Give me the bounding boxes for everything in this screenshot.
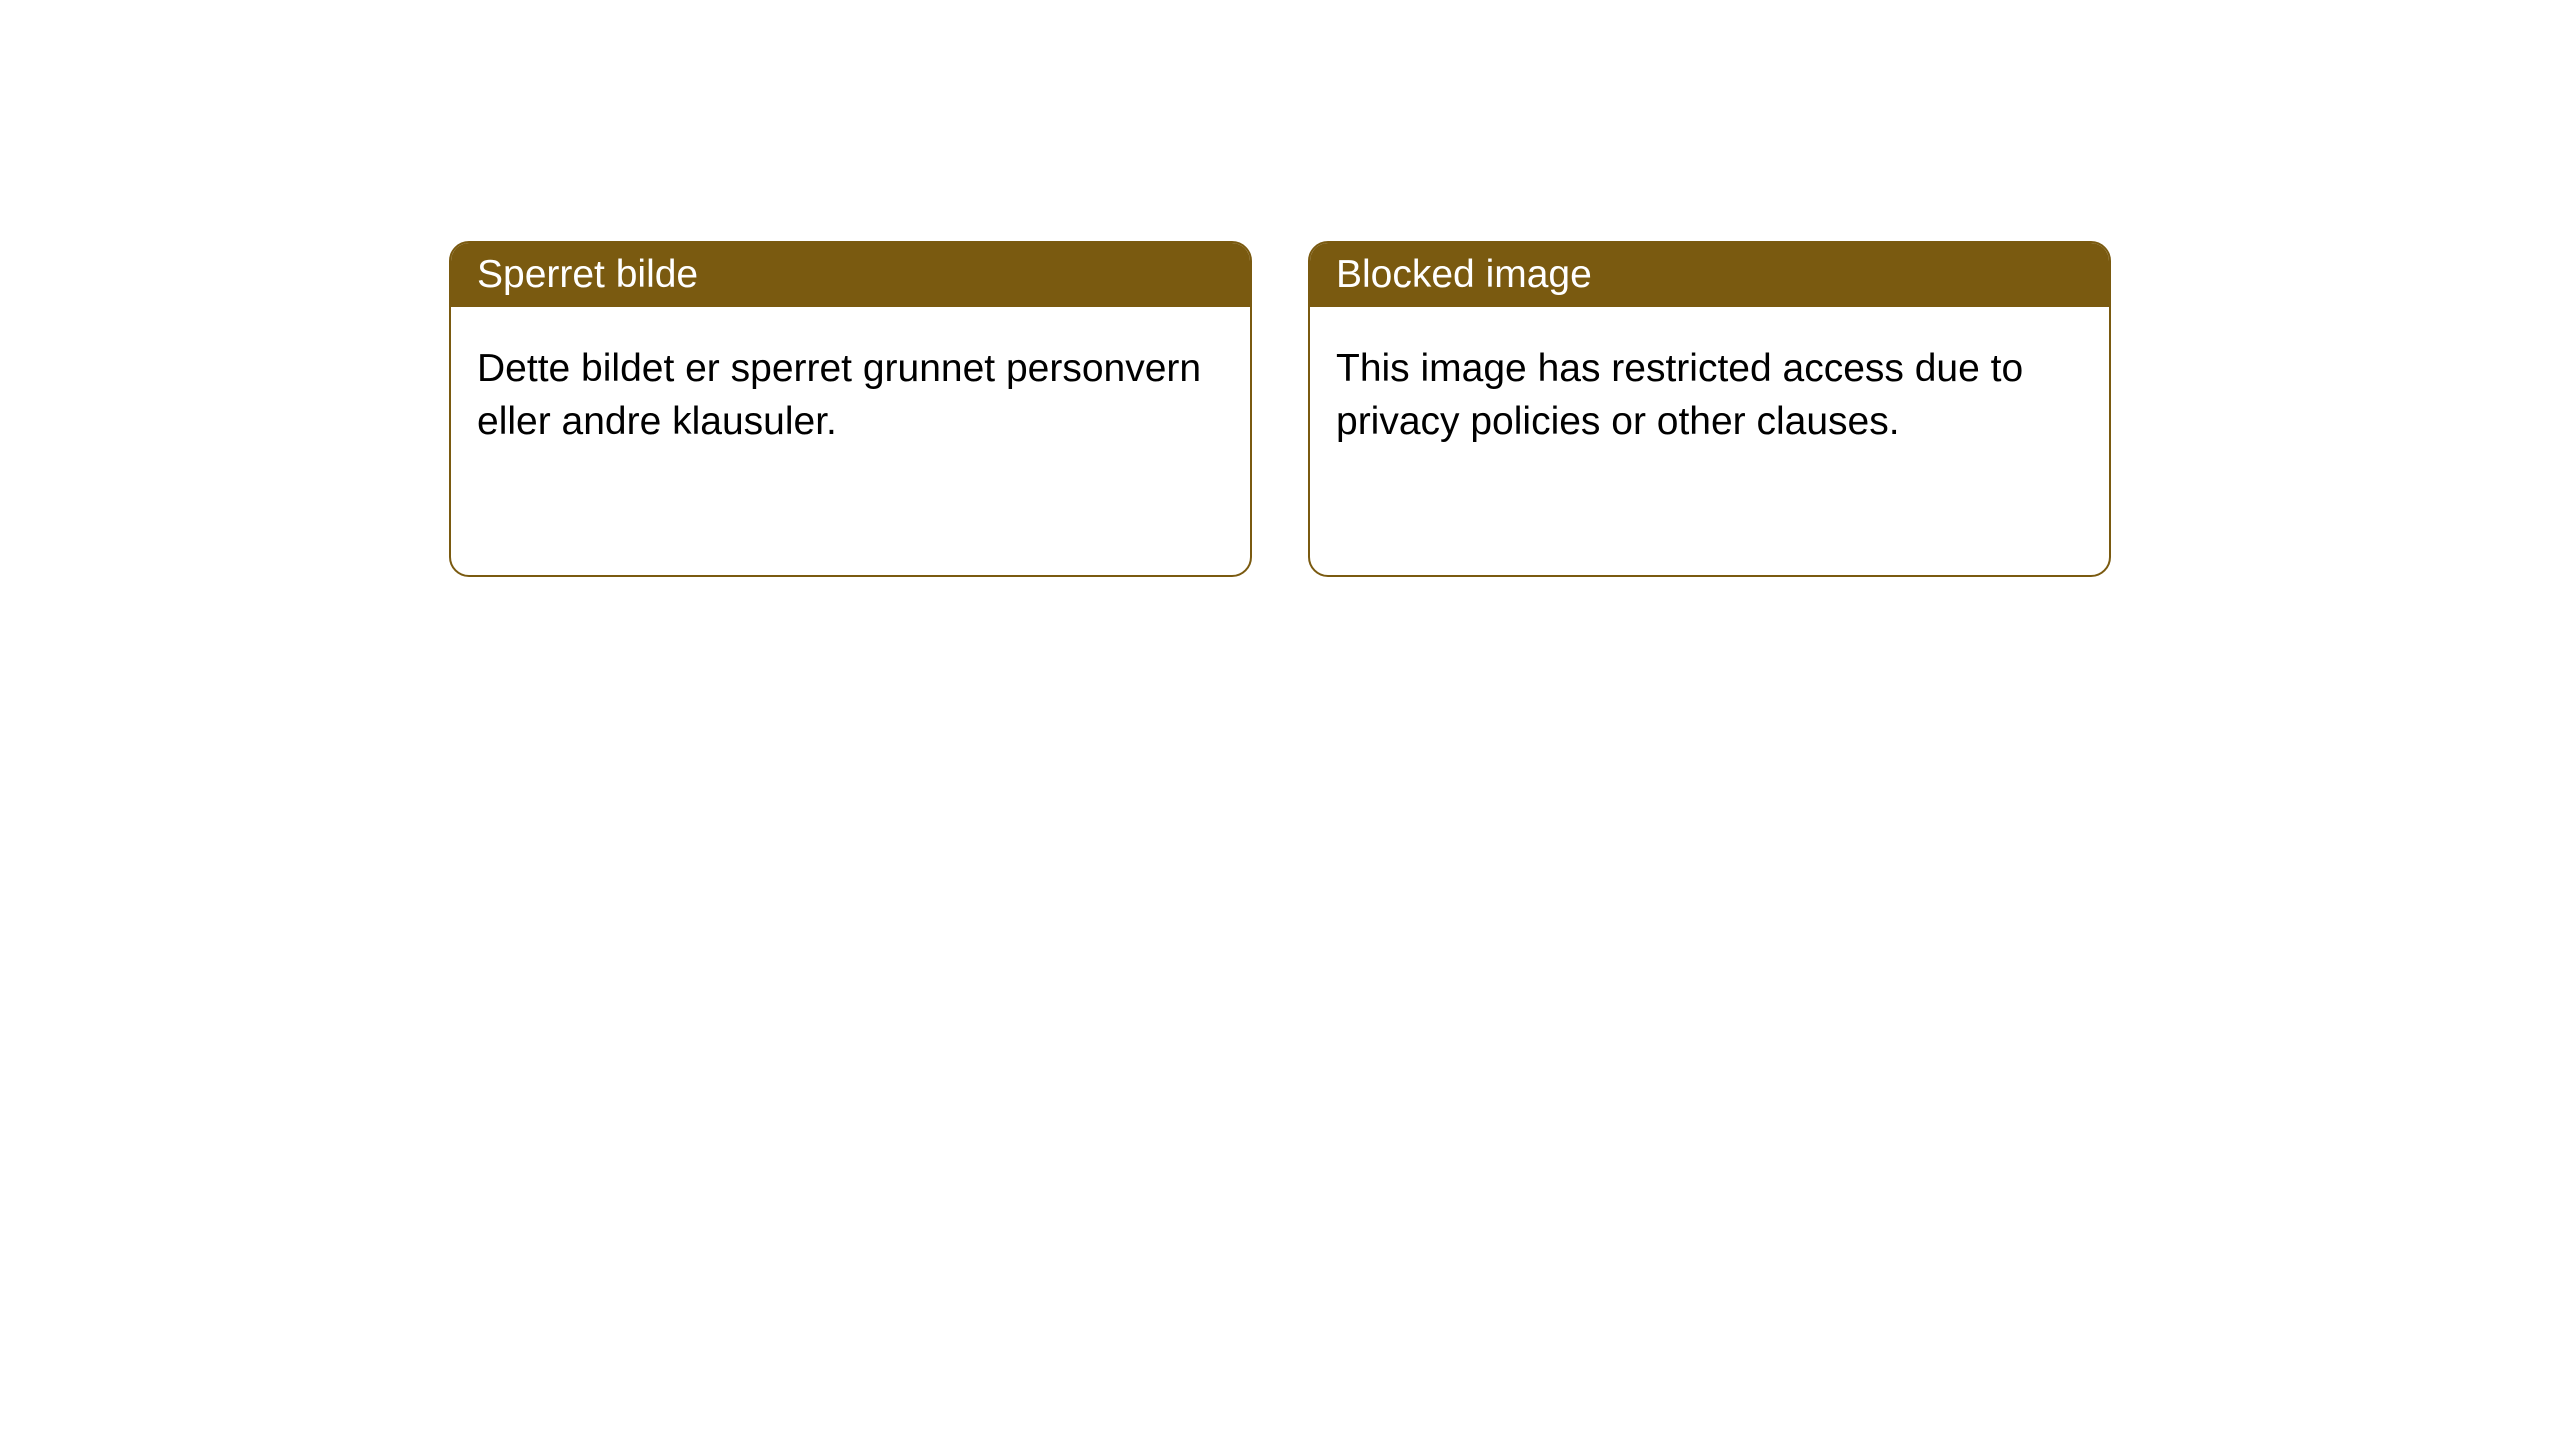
notice-card-norwegian: Sperret bilde Dette bildet er sperret gr…	[449, 241, 1252, 577]
notice-card-header: Sperret bilde	[451, 243, 1250, 307]
notice-card-header: Blocked image	[1310, 243, 2109, 307]
notice-card-body: Dette bildet er sperret grunnet personve…	[451, 307, 1250, 484]
notice-card-english: Blocked image This image has restricted …	[1308, 241, 2111, 577]
notice-card-body: This image has restricted access due to …	[1310, 307, 2109, 484]
notice-container: Sperret bilde Dette bildet er sperret gr…	[0, 0, 2560, 577]
